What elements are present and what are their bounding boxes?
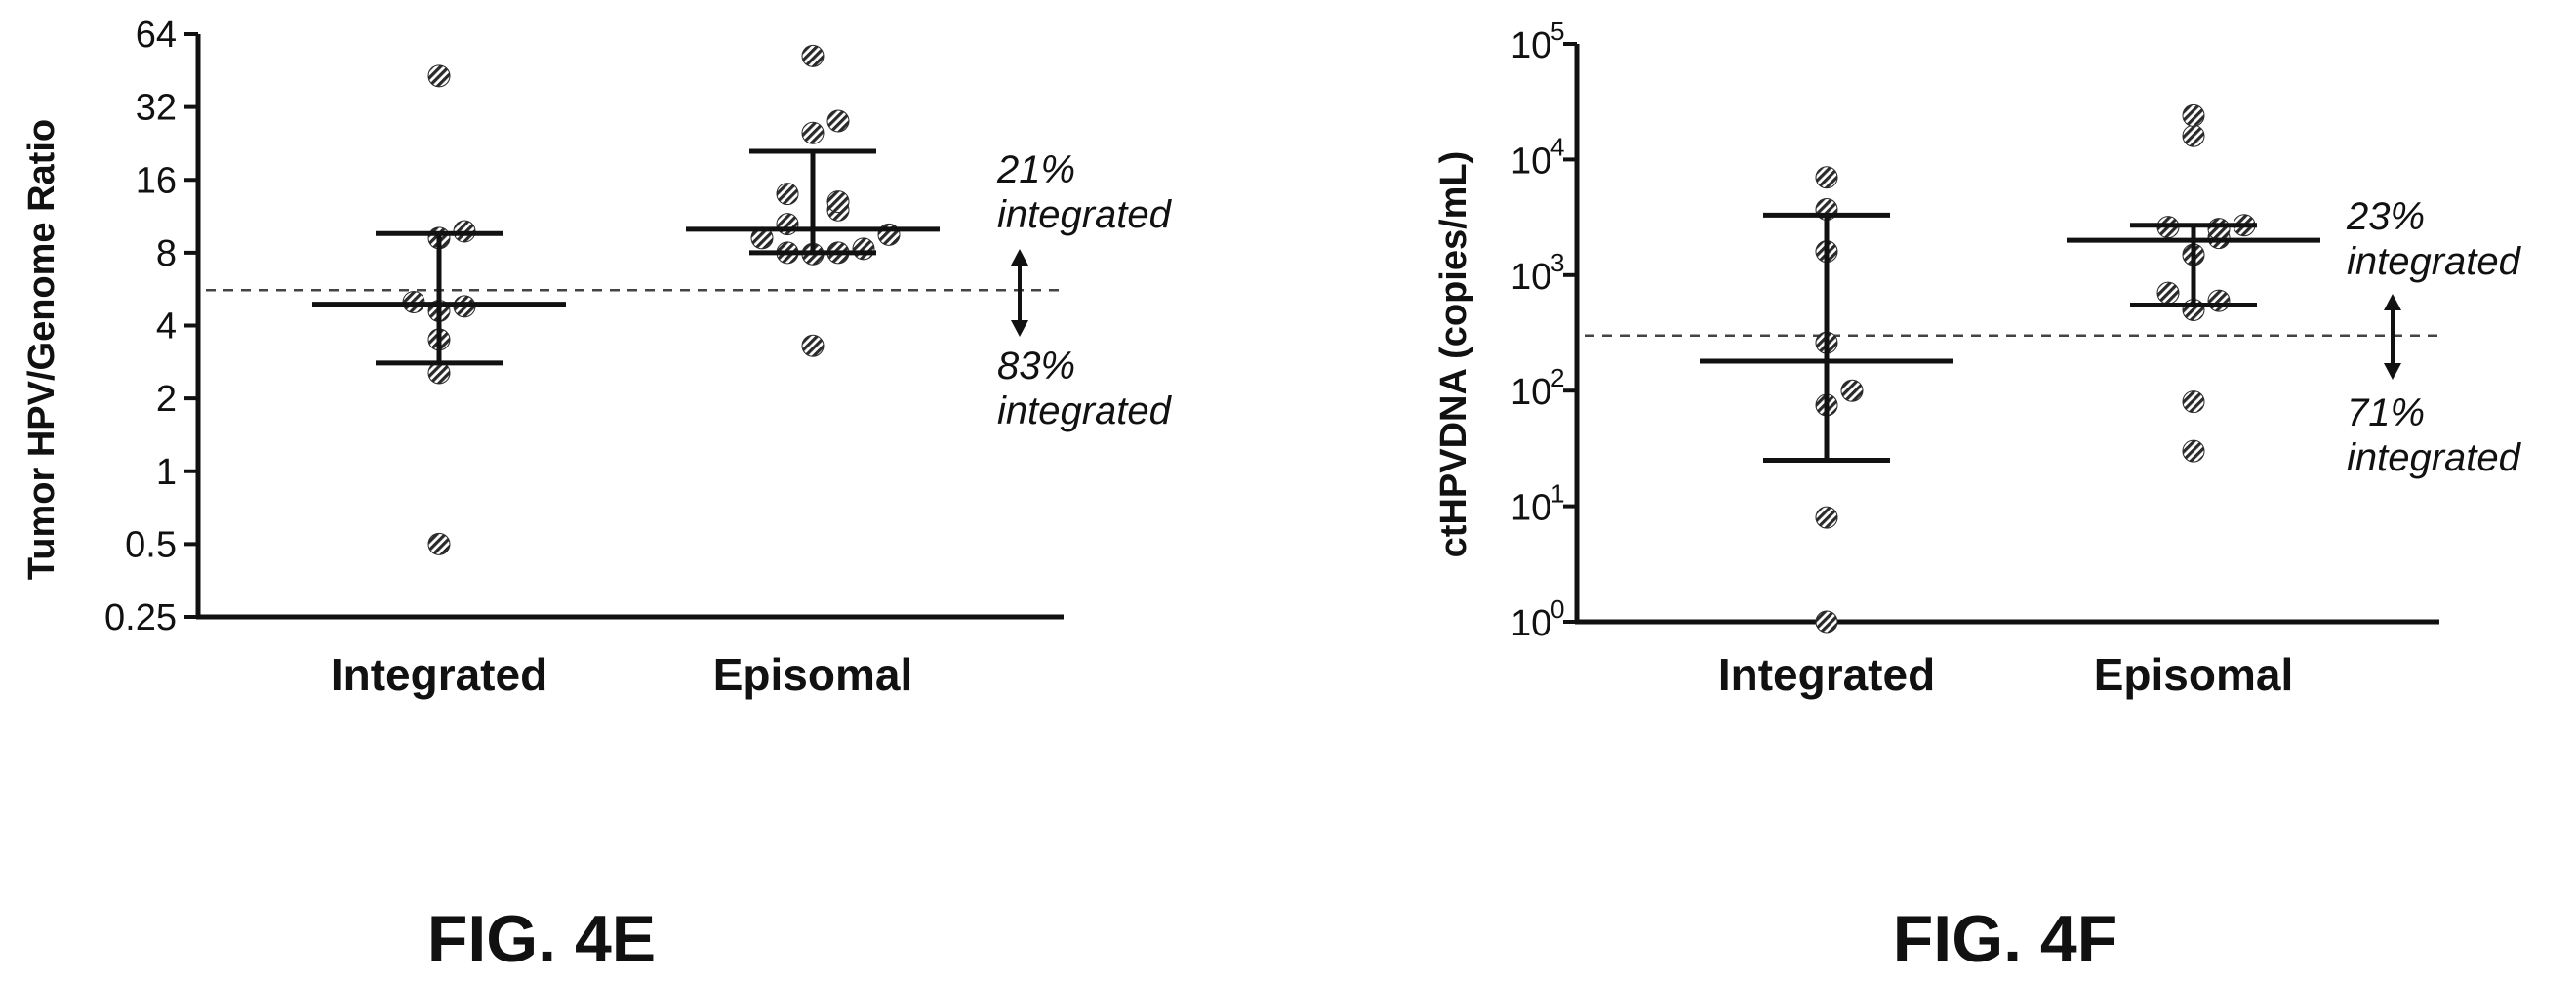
x-category-label: Integrated <box>1718 649 1935 700</box>
data-point <box>801 334 825 357</box>
y-axis-ticks-4e: 0.25 0.5 1 2 4 8 16 32 64 <box>104 15 198 638</box>
double-arrow <box>2384 294 2401 380</box>
annotation-upper-pct: 23% <box>2346 195 2425 238</box>
y-axis-title-4f: ctHPVDNA (copies/mL) <box>1433 151 1474 558</box>
y-tick-label-exponent: 5 <box>1550 17 1564 46</box>
y-tick-label: 10 <box>1510 25 1551 66</box>
x-category-label: Integrated <box>331 649 547 700</box>
data-point <box>776 183 799 206</box>
data-point <box>427 64 451 88</box>
data-point <box>852 237 875 261</box>
y-tick-label: 2 <box>156 379 177 420</box>
data-point <box>826 109 850 133</box>
chart-marks-4e <box>206 44 1064 555</box>
annotation-lower-pct: 83% <box>997 345 1075 388</box>
y-tick-label-exponent: 3 <box>1550 248 1564 277</box>
y-axis-title-4e: Tumor HPV/Genome Ratio <box>21 119 62 580</box>
chart-marks-4f <box>1585 103 2439 634</box>
data-point <box>427 532 451 555</box>
y-tick-label: 16 <box>136 160 177 201</box>
y-tick-label: 10 <box>1510 603 1551 644</box>
figure-caption-4f: FIG. 4F <box>1893 902 2117 976</box>
x-category-label: Episomal <box>2094 649 2294 700</box>
data-point <box>826 190 850 214</box>
annotation-lower-text: integrated <box>2347 436 2522 479</box>
y-tick-label: 0.25 <box>104 597 177 638</box>
y-tick-label: 32 <box>136 88 177 129</box>
y-tick-label: 10 <box>1510 141 1551 182</box>
data-point <box>2207 289 2231 312</box>
data-point <box>2207 218 2231 241</box>
data-point <box>1815 506 1838 529</box>
figure-caption-4e: FIG. 4E <box>427 902 656 976</box>
data-point <box>801 121 825 144</box>
y-tick-label-exponent: 4 <box>1550 132 1564 161</box>
data-point <box>801 44 825 67</box>
data-point <box>2182 439 2205 463</box>
chart-4e: 0.25 0.5 1 2 4 8 16 32 64 Tumor HPV/Genome Ratio… <box>21 15 1173 976</box>
y-tick-label: 4 <box>156 307 177 347</box>
data-point <box>2182 103 2205 127</box>
y-tick-label: 0.5 <box>125 524 177 565</box>
annotation-upper-text: integrated <box>997 193 1173 236</box>
y-tick-label: 10 <box>1510 372 1551 413</box>
annotation-upper-text: integrated <box>2347 240 2522 283</box>
data-point <box>1815 166 1838 189</box>
data-point <box>2182 124 2205 147</box>
x-category-label: Episomal <box>713 649 913 700</box>
y-tick-label: 1 <box>156 452 177 493</box>
data-point <box>2156 281 2180 305</box>
data-point <box>1840 379 1864 402</box>
y-tick-label-exponent: 0 <box>1550 594 1564 624</box>
data-point <box>2182 390 2205 414</box>
annotation-lower-pct: 71% <box>2347 391 2425 434</box>
y-tick-label: 10 <box>1510 488 1551 529</box>
y-tick-label: 64 <box>136 15 177 56</box>
annotation-upper-pct: 21% <box>996 148 1075 191</box>
y-tick-label: 8 <box>156 233 177 274</box>
data-point <box>1815 610 1838 634</box>
y-tick-label-exponent: 2 <box>1550 363 1564 392</box>
double-arrow <box>1011 249 1028 337</box>
annotation-lower-text: integrated <box>997 389 1173 432</box>
y-tick-label-exponent: 1 <box>1550 479 1564 509</box>
y-tick-label: 10 <box>1510 257 1551 298</box>
